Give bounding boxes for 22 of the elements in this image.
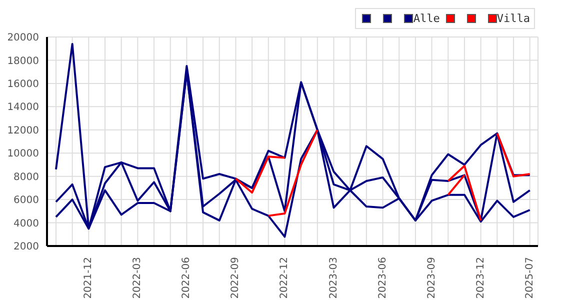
x-tick-label: 2022-06	[181, 257, 192, 299]
x-tick-label: 2023-06	[377, 257, 388, 299]
y-tick-label: 10000	[7, 148, 39, 160]
y-tick-label: 4000	[14, 218, 39, 230]
legend-label: Villa	[496, 12, 530, 25]
x-tick-label: 2023-03	[328, 257, 340, 299]
y-tick-label: 12000	[7, 125, 39, 136]
x-tick-label: 2022-09	[230, 257, 242, 299]
x-tick-label: 2021-12	[83, 257, 94, 299]
y-tick-label: 2000	[14, 242, 39, 253]
legend-label: Alle	[413, 12, 440, 25]
x-tick-label: 2025-07	[524, 257, 536, 299]
x-tick-label: 2022-12	[279, 257, 290, 299]
y-tick-label: 6000	[14, 195, 39, 206]
y-tick-label: 18000	[7, 56, 39, 67]
y-tick-label: 20000	[7, 32, 39, 44]
y-tick-label: 14000	[7, 102, 39, 114]
x-tick-label: 2023-09	[426, 257, 438, 299]
x-tick-label: 2023-12	[475, 257, 486, 299]
x-tick-label: 2022-03	[132, 257, 144, 299]
y-tick-label: 16000	[7, 78, 39, 90]
y-tick-label: 8000	[14, 172, 39, 183]
